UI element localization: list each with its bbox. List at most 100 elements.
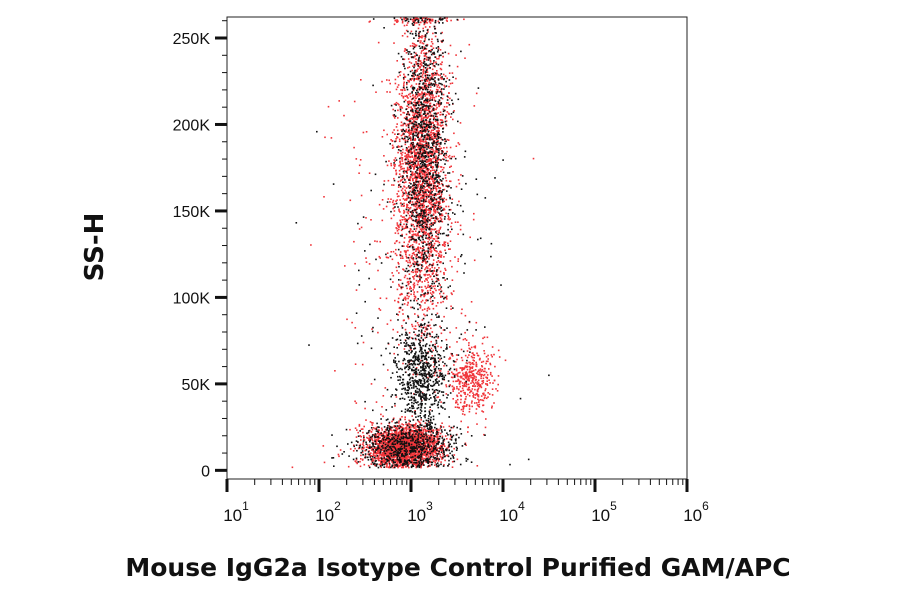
data-point	[403, 216, 405, 218]
data-point	[438, 203, 440, 206]
data-point	[410, 108, 413, 111]
data-point	[421, 173, 424, 176]
data-point	[385, 463, 388, 465]
data-point	[384, 462, 386, 464]
data-point	[408, 466, 410, 469]
data-point	[430, 206, 432, 209]
data-point	[429, 444, 431, 447]
data-point	[395, 138, 397, 140]
data-point	[401, 423, 403, 425]
data-point	[436, 436, 439, 438]
data-point	[412, 73, 415, 76]
data-point	[425, 52, 427, 54]
data-point	[416, 164, 419, 166]
data-point	[431, 458, 434, 461]
data-point	[403, 202, 405, 205]
data-point	[447, 52, 450, 55]
data-point	[461, 376, 463, 378]
data-point	[434, 120, 437, 123]
data-point	[444, 86, 446, 88]
data-point	[378, 451, 381, 454]
data-point	[391, 458, 393, 461]
data-point	[407, 456, 409, 458]
data-point	[415, 435, 418, 437]
data-point	[394, 430, 396, 433]
data-point	[409, 118, 411, 120]
data-point	[392, 146, 395, 149]
data-point	[418, 94, 420, 97]
data-point	[415, 221, 418, 224]
data-point	[372, 457, 374, 460]
data-point	[419, 171, 421, 173]
data-point	[430, 243, 433, 245]
data-point	[385, 442, 387, 444]
data-point	[432, 443, 434, 446]
data-point	[397, 263, 400, 265]
data-point	[449, 180, 452, 183]
data-point	[422, 195, 424, 198]
data-point	[405, 423, 407, 426]
data-point	[446, 447, 448, 450]
data-point	[401, 216, 404, 218]
data-point	[435, 202, 437, 205]
data-point	[419, 41, 422, 44]
data-point	[450, 305, 452, 308]
data-point	[392, 433, 395, 435]
data-point	[398, 283, 400, 286]
data-point	[466, 368, 469, 371]
data-point	[432, 132, 434, 134]
data-point	[419, 228, 422, 230]
data-point	[413, 225, 416, 228]
data-point	[422, 68, 425, 71]
data-point	[398, 241, 401, 244]
data-point	[425, 121, 428, 124]
data-point	[421, 191, 424, 194]
data-point	[425, 146, 428, 148]
data-point	[422, 86, 424, 89]
data-point	[457, 375, 459, 378]
data-point	[449, 260, 452, 262]
data-point	[437, 447, 439, 449]
data-point	[410, 431, 412, 434]
data-point	[423, 193, 426, 195]
data-point	[433, 228, 436, 231]
data-point	[409, 207, 411, 210]
data-point	[409, 239, 411, 241]
data-point	[440, 63, 443, 66]
data-point	[441, 113, 443, 116]
data-point	[392, 466, 394, 469]
data-point	[402, 124, 404, 127]
data-point	[388, 466, 391, 469]
data-point	[403, 227, 405, 230]
data-point	[430, 125, 433, 127]
data-point	[431, 448, 433, 451]
data-point	[425, 109, 427, 112]
data-point	[389, 91, 391, 93]
data-point	[467, 383, 470, 386]
data-point	[414, 444, 417, 447]
data-point	[424, 422, 427, 424]
data-point	[410, 458, 413, 460]
data-point	[415, 125, 417, 128]
data-point	[360, 458, 362, 460]
data-point	[403, 117, 406, 119]
data-point	[408, 119, 411, 122]
data-point	[392, 328, 394, 331]
data-point	[439, 187, 441, 189]
data-point	[407, 455, 409, 457]
data-point	[402, 447, 405, 450]
data-point	[415, 228, 418, 230]
data-point	[406, 169, 409, 172]
data-point	[416, 429, 419, 431]
data-point	[375, 435, 378, 438]
data-point	[412, 246, 415, 248]
data-point	[419, 216, 422, 218]
data-point	[469, 371, 471, 373]
data-point	[439, 370, 442, 372]
data-point	[393, 452, 396, 455]
data-point	[460, 375, 462, 378]
data-point	[421, 125, 424, 128]
data-point	[486, 380, 488, 382]
data-point	[440, 261, 442, 264]
data-point	[370, 431, 373, 433]
